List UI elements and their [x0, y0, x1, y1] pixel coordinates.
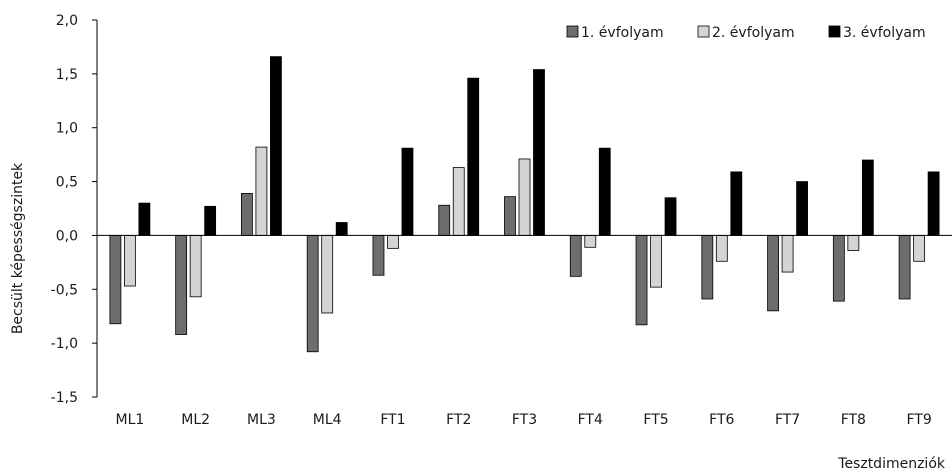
y-tick-label: -1,5 — [51, 390, 78, 406]
legend-label: 1. évfolyam — [581, 25, 664, 41]
x-tick-label: FT5 — [643, 412, 668, 428]
y-tick-label: -1,0 — [51, 336, 78, 352]
bar-ft1-series-3 — [401, 147, 414, 236]
bar-ft5-series-1 — [635, 235, 648, 326]
bar-ft5-series-2 — [650, 235, 662, 288]
x-tick-label: FT1 — [380, 412, 405, 428]
bar-ft6-series-1 — [701, 235, 714, 300]
x-tick-label: ML2 — [181, 412, 210, 428]
bar-ft8-series-1 — [832, 235, 845, 302]
bar-ml1-series-2 — [123, 235, 136, 287]
y-tick-label: 0,0 — [56, 228, 78, 244]
bar-ml4-series-1 — [306, 235, 319, 353]
y-tick-label: 2,0 — [56, 13, 78, 29]
y-axis-title: Becsült képességszintek — [10, 162, 26, 334]
bar-ft4-series-3 — [598, 147, 611, 236]
bar-ft9-series-2 — [913, 235, 926, 262]
bar-ft3-series-2 — [518, 158, 531, 236]
x-tick-label: FT2 — [446, 412, 471, 428]
y-tick-label: -0,5 — [51, 282, 78, 298]
y-tick-label: 1,5 — [56, 67, 78, 83]
bar-ml1-series-3 — [138, 202, 151, 236]
x-tick-label: FT8 — [841, 412, 866, 428]
bar-ml2-series-2 — [189, 235, 202, 298]
bar-ft9-series-1 — [898, 235, 911, 300]
bar-ft8-series-2 — [847, 235, 860, 251]
x-tick-labels-group: ML1 ML2 ML3 ML4 FT1 FT2 FT3 FT4 FT5 FT6 FT7 FT8 FT9 — [115, 412, 931, 428]
bar-ft2-series-1 — [438, 204, 451, 236]
bar-ml1-series-1 — [109, 235, 122, 325]
bar-ft3-series-3 — [533, 69, 545, 236]
x-tick-label: FT4 — [578, 412, 603, 428]
bar-ml4-series-2 — [321, 235, 334, 314]
bar-ft6-series-2 — [715, 235, 728, 262]
bar-ft1-series-2 — [387, 235, 399, 249]
bar-ft7-series-2 — [781, 235, 794, 273]
y-ticks-group: -1,5 -1,0 -0,5 0,0 0,5 1,0 1,5 2,0 — [51, 13, 97, 406]
bar-ml3-series-2 — [255, 146, 268, 236]
bar-ft6-series-3 — [730, 171, 743, 236]
legend-swatch — [566, 25, 579, 38]
bar-ml4-series-3 — [335, 222, 348, 236]
bar-ft2-series-2 — [452, 167, 465, 236]
y-tick-label: 0,5 — [56, 175, 78, 191]
bars-group — [109, 56, 940, 353]
bar-ft1-series-1 — [372, 235, 385, 276]
bar-ft3-series-1 — [504, 196, 516, 236]
legend: 1. évfolyam 2. évfolyam 3. évfolyam — [566, 25, 926, 41]
legend-label: 2. évfolyam — [712, 25, 795, 41]
x-tick-label: ML1 — [115, 412, 144, 428]
x-tick-label: ML3 — [247, 412, 276, 428]
x-tick-label: FT9 — [906, 412, 931, 428]
bar-ft4-series-1 — [569, 235, 582, 277]
bar-ft2-series-3 — [467, 77, 480, 236]
legend-swatch — [828, 25, 841, 38]
x-tick-label: FT3 — [512, 412, 537, 428]
bar-ml2-series-1 — [175, 235, 188, 335]
bar-ml3-series-3 — [270, 56, 282, 236]
bar-ft4-series-2 — [584, 235, 597, 248]
y-tick-label: 1,0 — [56, 121, 78, 137]
bar-ft7-series-1 — [767, 235, 779, 312]
x-tick-label: FT7 — [775, 412, 800, 428]
legend-swatch — [697, 25, 710, 38]
x-tick-label: FT6 — [709, 412, 734, 428]
bar-ft7-series-3 — [796, 181, 808, 236]
bar-ml2-series-3 — [204, 205, 217, 236]
x-tick-label: ML4 — [313, 412, 342, 428]
x-axis-title: Tesztdimenziók — [837, 456, 946, 472]
bar-ml3-series-1 — [241, 193, 253, 236]
bar-ft8-series-3 — [861, 159, 874, 236]
bar-ft5-series-3 — [664, 197, 677, 236]
legend-label: 3. évfolyam — [843, 25, 926, 41]
bar-ft9-series-3 — [927, 171, 940, 236]
